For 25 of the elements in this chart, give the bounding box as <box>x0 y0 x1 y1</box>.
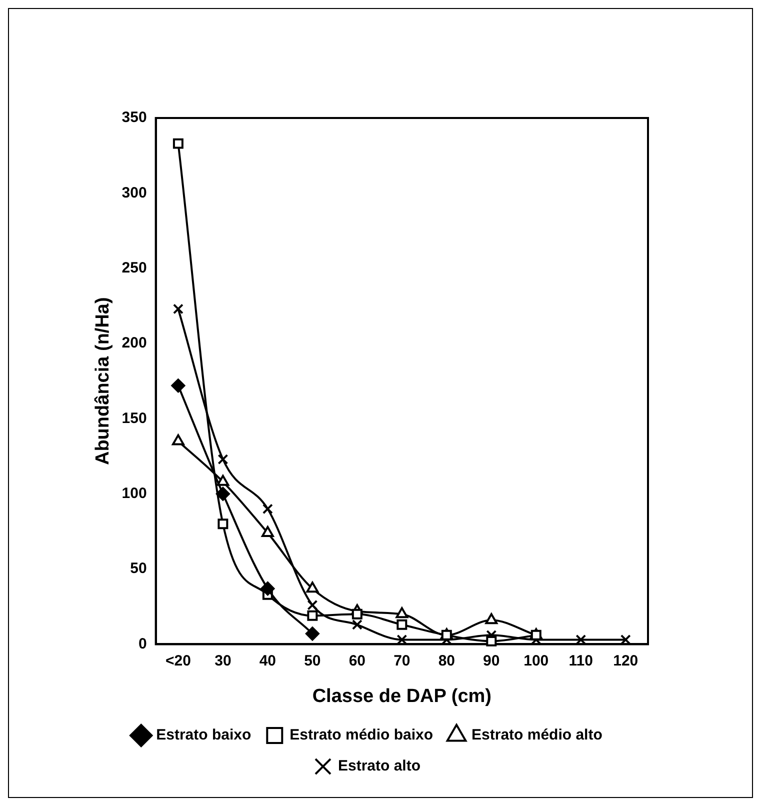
legend-label: Estrato médio alto <box>472 726 602 744</box>
x-tick-label: 110 <box>568 652 593 670</box>
x-tick-label: 40 <box>259 652 276 670</box>
x-axis-title: Classe de DAP (cm) <box>312 686 492 707</box>
y-tick-label: 50 <box>130 560 147 578</box>
x-tick-label: 50 <box>304 652 321 670</box>
y-tick-label: 0 <box>138 635 147 652</box>
y-tick-label: 150 <box>122 410 147 427</box>
y-axis-title: Abundância (n/Ha) <box>92 297 114 466</box>
x-tick-label: 90 <box>483 652 500 670</box>
x-tick-label: 120 <box>613 652 638 670</box>
x-tick-label: 60 <box>348 652 366 670</box>
x-tick-label: 70 <box>394 652 410 670</box>
y-tick-label: 200 <box>122 334 147 352</box>
y-tick-label: 100 <box>122 485 147 502</box>
x-tick-label: 30 <box>214 652 232 670</box>
x-tick-label: 80 <box>438 652 455 670</box>
x-tick-label: 100 <box>524 652 549 670</box>
y-tick-label: 350 <box>122 109 147 126</box>
legend-label: Estrato médio baixo <box>290 726 434 744</box>
legend-label: Estrato baixo <box>156 726 252 744</box>
legend-label: Estrato alto <box>338 758 421 775</box>
y-tick-label: 250 <box>122 259 147 276</box>
y-tick-label: 300 <box>122 184 147 202</box>
x-tick-label: <20 <box>165 652 191 670</box>
